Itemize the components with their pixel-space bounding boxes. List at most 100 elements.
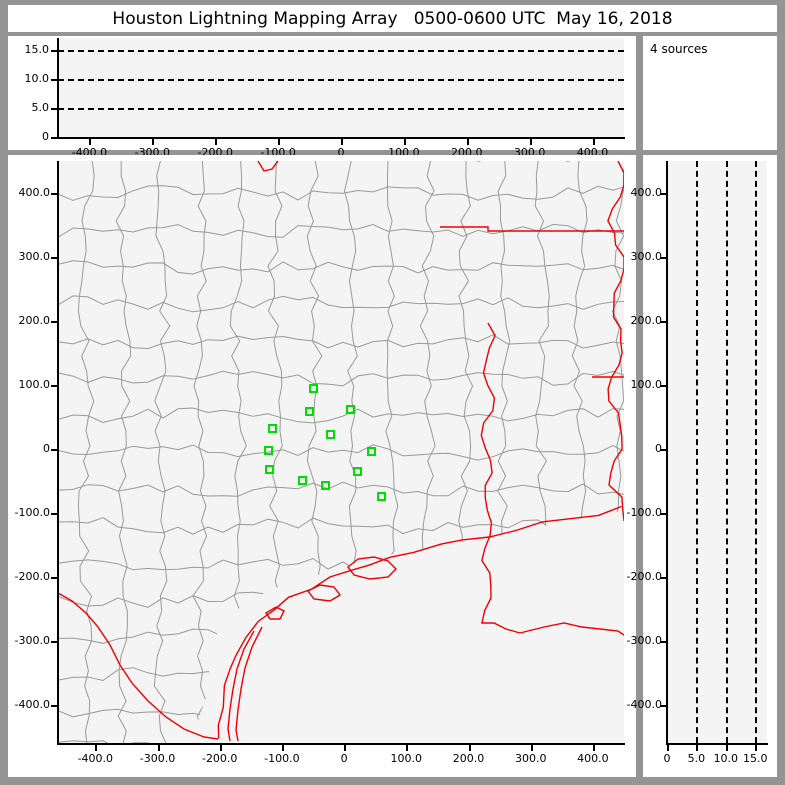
title-bar: Houston Lightning Mapping Array 0500-060…	[8, 5, 777, 32]
plan-view-map-plot-area[interactable]	[58, 161, 624, 743]
y-tick	[51, 704, 58, 707]
altitude-vs-east-west-panel[interactable]: 0 5.0 10.0 15.0 -400.0 -300.0 -200.0 -100.0 0 100…	[8, 36, 636, 159]
y-tick	[660, 576, 667, 579]
y-axis-line	[57, 38, 59, 138]
lma-station-marker[interactable]	[376, 492, 386, 502]
x-tick	[696, 745, 699, 751]
y-tick	[51, 512, 58, 515]
x-axis-line	[57, 743, 625, 745]
y-tick	[660, 192, 667, 195]
y-tick-label: -100.0	[14, 505, 50, 519]
x-tick	[529, 139, 532, 145]
y-tick-label: 100.0	[630, 377, 663, 391]
x-tick-label: 10.0	[713, 752, 739, 765]
x-tick-label: -300.0	[139, 752, 176, 765]
y-tick	[51, 320, 58, 323]
x-tick	[278, 139, 281, 145]
x-tick-label: -200.0	[201, 752, 238, 765]
x-axis-line	[57, 137, 625, 139]
gridline-x	[725, 161, 728, 743]
y-tick	[51, 78, 58, 81]
y-tick-label: 15.0	[24, 42, 50, 56]
y-tick-label: 200.0	[630, 313, 663, 327]
y-tick-label: 400.0	[630, 185, 663, 199]
x-tick	[215, 139, 218, 145]
x-tick-label: 0	[340, 752, 348, 765]
lma-station-marker[interactable]	[264, 465, 274, 475]
lma-station-marker[interactable]	[366, 446, 376, 456]
y-tick-label: 10.0	[24, 71, 50, 85]
x-tick-label: 300.0	[514, 752, 547, 765]
y-tick-label: -200.0	[14, 569, 50, 583]
y-tick	[51, 576, 58, 579]
x-tick	[95, 745, 98, 751]
x-tick	[406, 745, 409, 751]
x-axis-line	[666, 743, 768, 745]
y-tick-label: 5.0	[31, 100, 50, 114]
x-tick	[592, 745, 595, 751]
x-tick-label: 0	[337, 146, 345, 159]
y-tick	[51, 256, 58, 259]
gridline-y	[58, 49, 624, 52]
y-axis-line	[666, 161, 668, 744]
y-tick	[660, 704, 667, 707]
x-tick	[344, 745, 347, 751]
y-tick-label: 0	[42, 130, 49, 143]
x-tick	[341, 139, 343, 145]
y-tick	[51, 640, 58, 643]
plan-view-map-panel[interactable]: -400.0 -300.0 -200.0 -100.0 0 100.0 200.0 300.0…	[8, 155, 636, 777]
sources-info-panel: 4 sources	[643, 36, 777, 150]
x-tick-label: 5.0	[687, 752, 706, 765]
x-tick	[530, 745, 533, 751]
y-tick-label: 100.0	[18, 377, 51, 391]
x-tick	[725, 745, 728, 751]
altitude-vs-east-west-plot-area[interactable]	[58, 38, 624, 137]
gulf-of-mexico-water	[178, 511, 624, 743]
gridline-y	[58, 78, 624, 81]
lma-station-marker[interactable]	[263, 446, 273, 456]
y-tick-label: 300.0	[630, 249, 663, 263]
x-tick	[403, 139, 406, 145]
y-tick-label: 0	[43, 441, 50, 455]
x-tick	[89, 139, 92, 145]
altitude-vs-north-south-panel[interactable]: -400.0 -300.0 -200.0 -100.0 0 100.0 200.0 300.0…	[627, 155, 777, 777]
x-tick-label: -400.0	[77, 752, 114, 765]
y-tick	[51, 107, 58, 110]
page-title: Houston Lightning Mapping Array 0500-060…	[112, 8, 673, 29]
y-tick-label: 0	[655, 441, 662, 455]
y-tick	[660, 320, 667, 323]
x-tick	[466, 139, 469, 145]
gridline-y	[58, 107, 624, 110]
state-and-coastline-borders	[58, 161, 624, 742]
lma-station-marker[interactable]	[353, 467, 363, 477]
y-tick-label: 400.0	[18, 185, 51, 199]
source-count-label: 4 sources	[650, 42, 708, 56]
x-tick	[219, 745, 222, 751]
x-tick	[281, 745, 284, 751]
y-tick	[51, 192, 58, 195]
lma-station-marker[interactable]	[297, 476, 307, 486]
y-tick	[660, 384, 667, 387]
lma-station-marker[interactable]	[308, 383, 318, 393]
y-axis-line	[57, 161, 59, 744]
x-tick	[667, 745, 669, 751]
lma-station-marker[interactable]	[345, 404, 355, 414]
x-tick-label: 200.0	[452, 752, 485, 765]
altitude-vs-north-south-plot-area[interactable]	[667, 161, 767, 743]
x-tick-label: 0	[663, 752, 671, 765]
y-tick	[51, 137, 58, 139]
lma-station-marker[interactable]	[305, 407, 315, 417]
y-tick-label: -400.0	[14, 697, 50, 711]
y-tick	[51, 384, 58, 387]
gridline-x	[696, 161, 699, 743]
lma-station-marker[interactable]	[268, 423, 278, 433]
lma-station-marker[interactable]	[325, 430, 335, 440]
y-tick	[660, 448, 667, 451]
lma-station-marker[interactable]	[320, 481, 330, 491]
y-tick	[51, 49, 58, 52]
y-tick-label: -400.0	[626, 697, 662, 711]
y-tick-label: -100.0	[626, 505, 662, 519]
y-tick-label: -300.0	[14, 633, 50, 647]
gridline-x	[755, 161, 758, 743]
